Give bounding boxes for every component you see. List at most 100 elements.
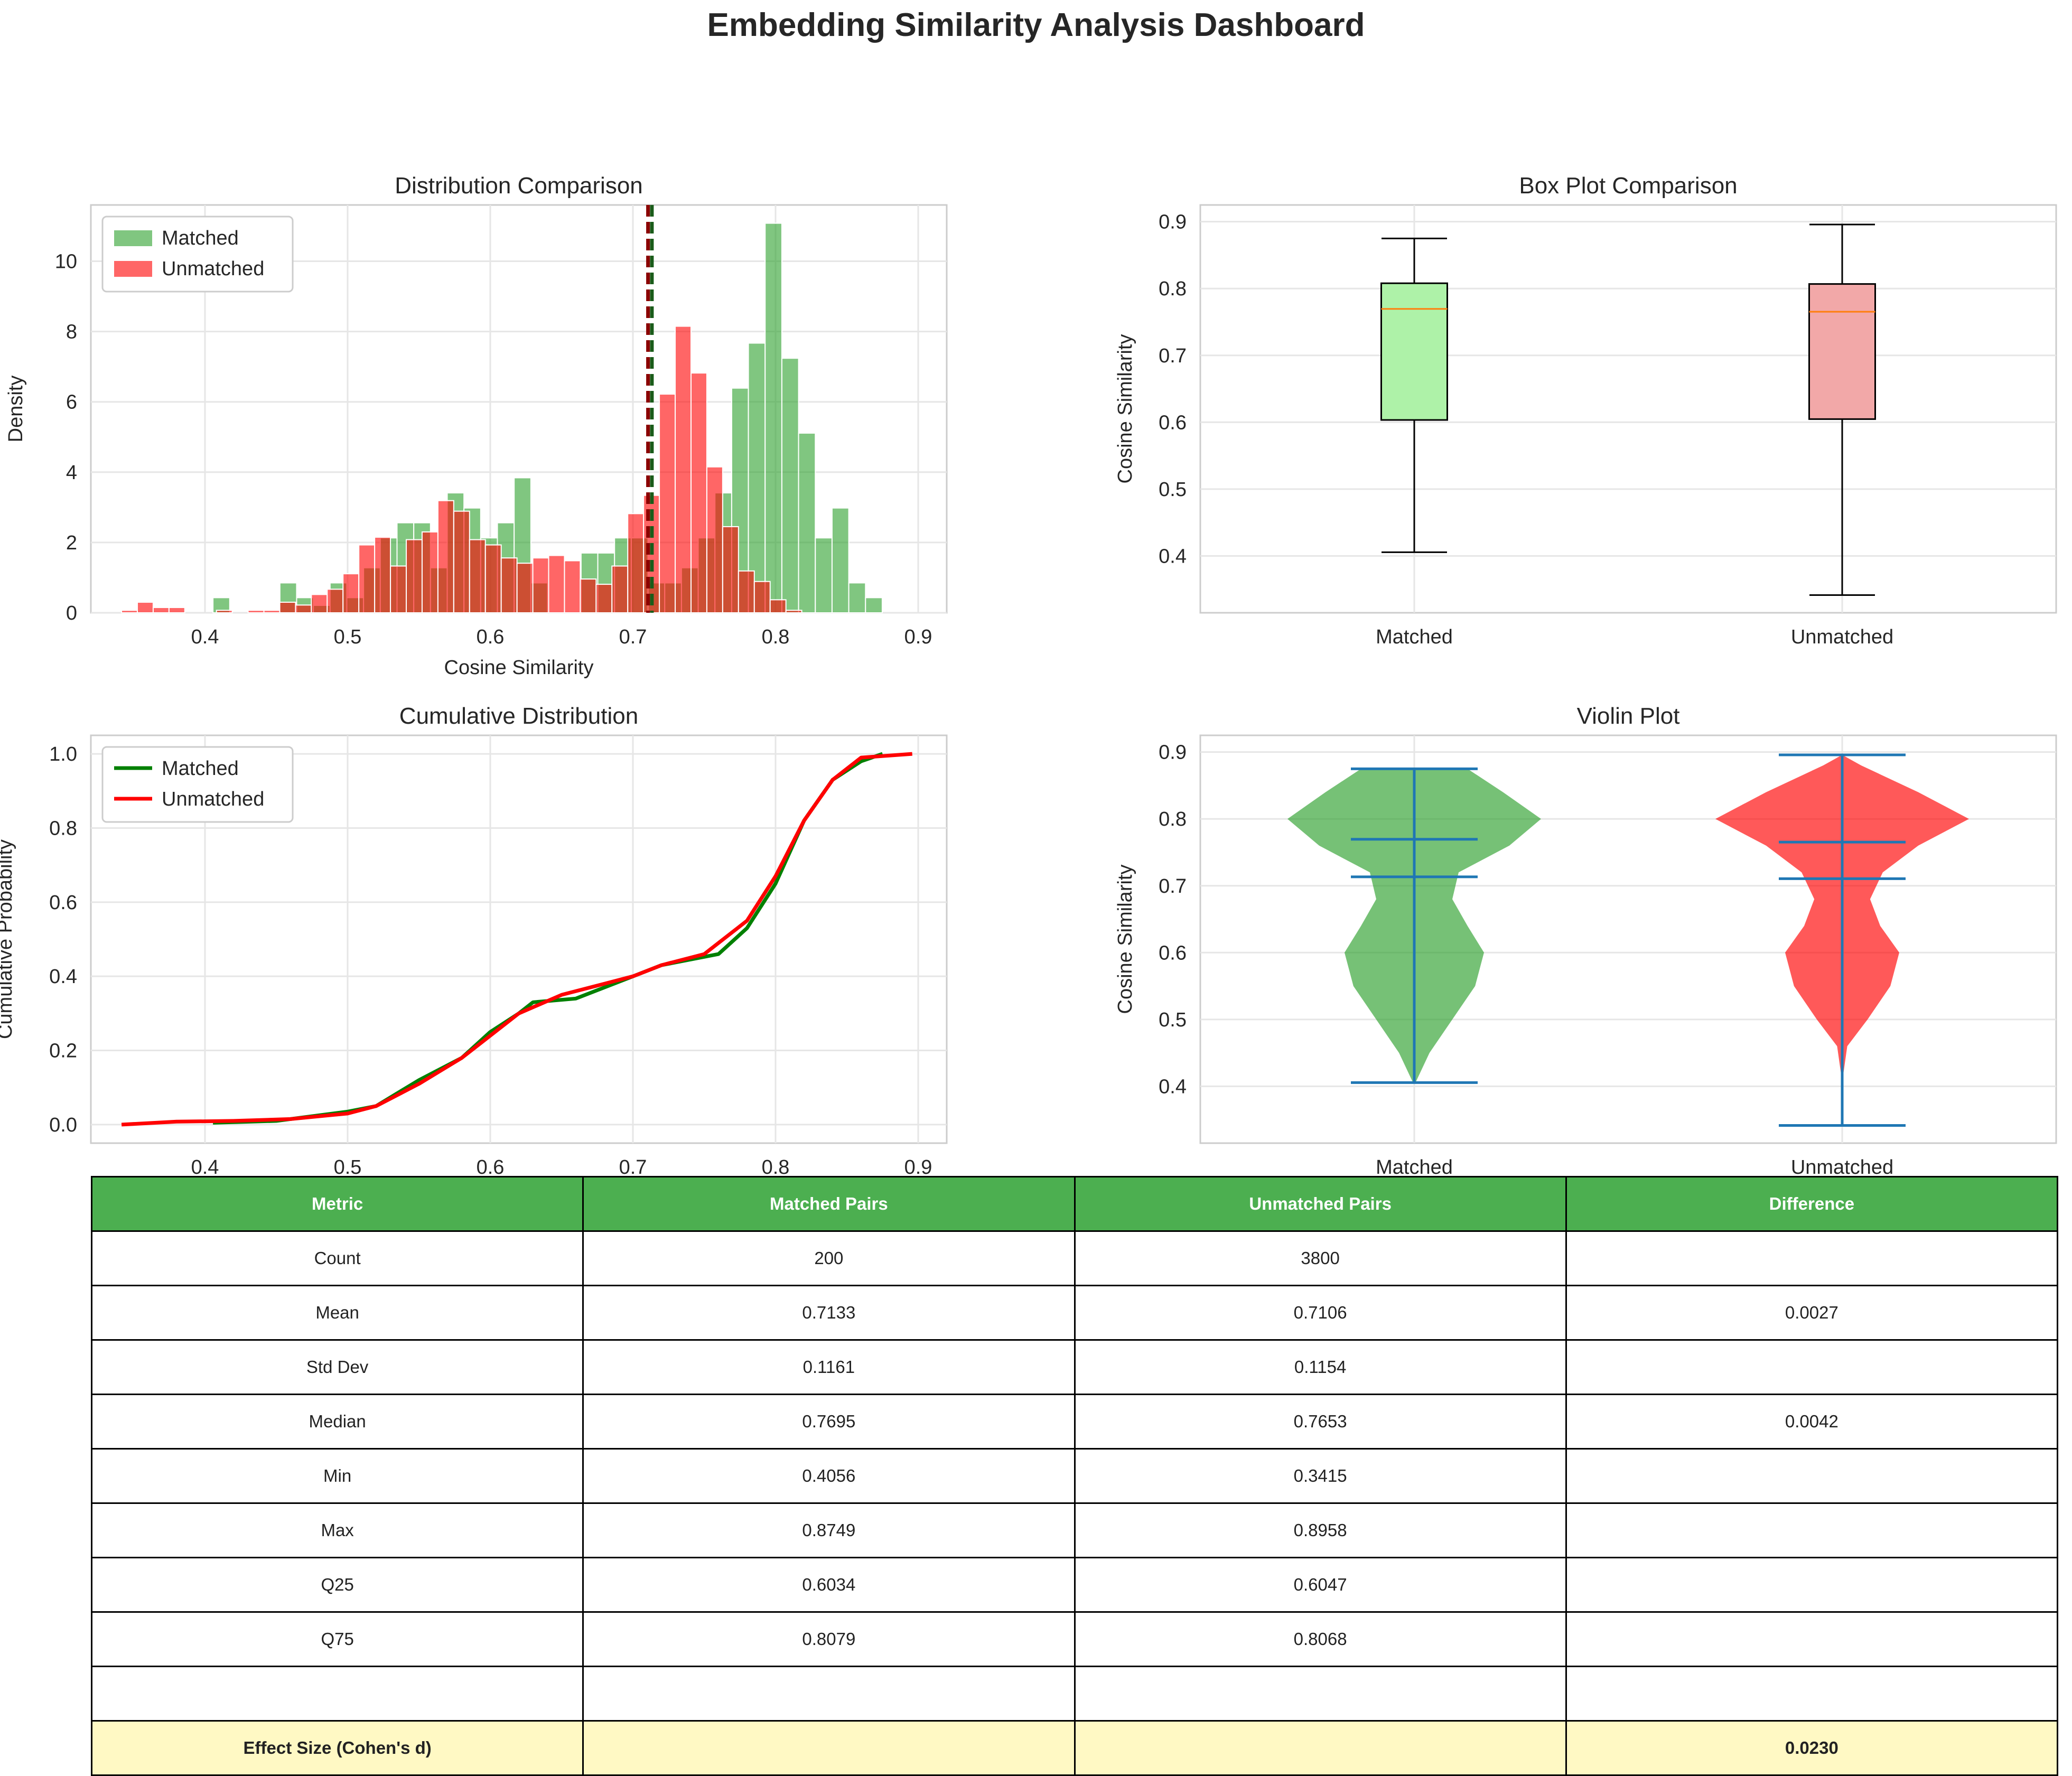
header-unmatched: Unmatched Pairs <box>1074 1176 1567 1232</box>
histogram-bar <box>121 610 138 614</box>
histogram-bar <box>611 565 629 613</box>
table-row: Q25 0.6034 0.6047 <box>90 1557 2059 1613</box>
x-tick-label: 0.9 <box>904 626 932 648</box>
histogram-bar <box>358 544 376 613</box>
effect-size-row: Effect Size (Cohen's d) 0.0230 <box>90 1720 2059 1776</box>
histogram-bar <box>326 588 344 614</box>
table-cell: 0.8079 <box>582 1611 1076 1667</box>
histogram-bar <box>798 432 816 614</box>
y-tick-label: 0.4 <box>49 966 77 988</box>
table-cell <box>1565 1339 2059 1395</box>
table-cell: 0.8068 <box>1074 1611 1567 1667</box>
histogram-bar <box>675 325 692 613</box>
chart-title: Violin Plot <box>1577 703 1680 729</box>
y-tick-label: 10 <box>55 250 77 273</box>
histogram-bar <box>659 394 676 613</box>
table-cell: 0.7695 <box>582 1394 1076 1450</box>
x-tick-label: 0.4 <box>191 1156 219 1178</box>
legend-label: Unmatched <box>162 258 264 280</box>
y-tick-label: 0.8 <box>1159 278 1187 300</box>
table-row: Min 0.4056 0.3415 <box>90 1448 2059 1504</box>
table-cell: 0.4056 <box>582 1448 1076 1504</box>
histogram-bar <box>738 570 755 614</box>
histogram-bar <box>769 599 787 613</box>
legend-label: Unmatched <box>162 788 264 810</box>
y-tick-label: 4 <box>66 462 77 484</box>
histogram-bar <box>437 500 454 614</box>
y-tick-label: 0.6 <box>1159 412 1187 434</box>
y-tick-label: 6 <box>66 391 77 414</box>
box-body <box>1808 283 1876 420</box>
y-tick-label: 0.4 <box>1159 1076 1187 1098</box>
histogram-bar <box>279 602 296 613</box>
y-tick-label: 0.5 <box>1159 479 1187 501</box>
histogram-bar <box>390 565 407 613</box>
histogram-bar <box>295 604 312 614</box>
x-tick-label: 0.7 <box>619 1156 647 1178</box>
y-tick-label: 0.6 <box>49 892 77 914</box>
table-cell <box>1074 1720 1567 1776</box>
table-cell: Min <box>90 1448 584 1504</box>
histogram-bar <box>564 560 581 613</box>
legend-label: Matched <box>162 227 239 249</box>
table-cell: 0.6047 <box>1074 1557 1567 1613</box>
histogram-bar <box>421 531 438 613</box>
table-cell: 0.7653 <box>1074 1394 1567 1450</box>
histogram-bar <box>848 582 866 613</box>
table-row: Std Dev 0.1161 0.1154 <box>90 1339 2059 1395</box>
table-cell: Max <box>90 1502 584 1558</box>
table-row: Mean 0.7133 0.7106 0.0027 <box>90 1285 2059 1341</box>
histogram-bar <box>548 555 565 613</box>
table-cell: Count <box>90 1230 584 1286</box>
table-cell: 0.0042 <box>1565 1394 2059 1450</box>
x-tick-label: Unmatched <box>1791 626 1893 648</box>
chart-title: Distribution Comparison <box>395 173 643 199</box>
y-tick-label: 1.0 <box>49 743 77 765</box>
histogram-bar <box>690 372 707 613</box>
x-tick-label: 0.6 <box>477 1156 505 1178</box>
table-row <box>90 1666 2059 1722</box>
x-tick-label: 0.5 <box>334 1156 362 1178</box>
y-tick-label: 0.7 <box>1159 875 1187 898</box>
effect-size-label: Effect Size (Cohen's d) <box>90 1720 584 1776</box>
table-cell: 200 <box>582 1230 1076 1286</box>
y-tick-label: 8 <box>66 321 77 343</box>
histogram-bar <box>263 610 281 614</box>
table-cell: Mean <box>90 1285 584 1341</box>
y-tick-label: 0.9 <box>1159 211 1187 233</box>
histogram-bar <box>580 578 597 614</box>
y-axis-label: Cumulative Probability <box>0 839 16 1039</box>
chart-title: Box Plot Comparison <box>1519 173 1737 199</box>
histogram-bar <box>516 563 534 614</box>
histogram-bar <box>216 610 233 614</box>
x-tick-label: Matched <box>1376 626 1453 648</box>
x-tick-label: Matched <box>1376 1156 1453 1178</box>
x-tick-label: Unmatched <box>1791 1156 1893 1178</box>
table-cell <box>1565 1448 2059 1504</box>
table-cell: 0.7106 <box>1074 1285 1567 1341</box>
histogram-bar <box>311 594 328 613</box>
histogram-bar <box>753 581 771 613</box>
x-axis-label: Cosine Similarity <box>444 657 594 679</box>
plot-area <box>1199 204 2057 614</box>
x-tick-label: 0.9 <box>904 1156 932 1178</box>
y-axis-label: Cosine Similarity <box>1114 334 1136 484</box>
histogram-bar <box>453 510 470 614</box>
table-cell <box>1565 1230 2059 1286</box>
y-tick-label: 0.9 <box>1159 742 1187 764</box>
x-tick-label: 0.6 <box>477 626 505 648</box>
table-cell <box>1565 1557 2059 1613</box>
table-cell: 0.1161 <box>582 1339 1076 1395</box>
legend-box <box>101 746 294 823</box>
table-cell: Std Dev <box>90 1339 584 1395</box>
table-cell: 0.8749 <box>582 1502 1076 1558</box>
histogram-bar <box>484 544 502 613</box>
cdf-line <box>121 752 912 1127</box>
table-cell: 3800 <box>1074 1230 1567 1286</box>
table-cell: Median <box>90 1394 584 1450</box>
table-row: Max 0.8749 0.8958 <box>90 1502 2059 1558</box>
y-tick-label: 0.8 <box>49 817 77 839</box>
y-tick-label: 0.8 <box>1159 808 1187 830</box>
histogram-bar <box>722 526 739 614</box>
histogram-bar <box>342 573 360 613</box>
